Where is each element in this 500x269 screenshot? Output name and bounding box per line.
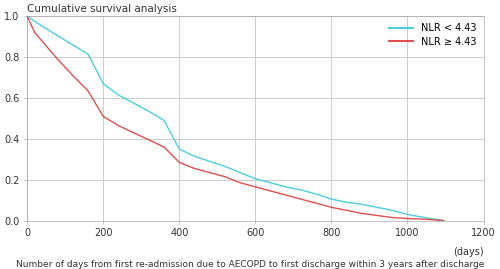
Text: (days): (days): [453, 247, 484, 257]
Text: Cumulative survival analysis: Cumulative survival analysis: [27, 4, 177, 14]
Legend: NLR < 4.43, NLR ≥ 4.43: NLR < 4.43, NLR ≥ 4.43: [387, 21, 478, 48]
Text: Number of days from first re-admission due to AECOPD to first discharge within 3: Number of days from first re-admission d…: [16, 260, 484, 269]
